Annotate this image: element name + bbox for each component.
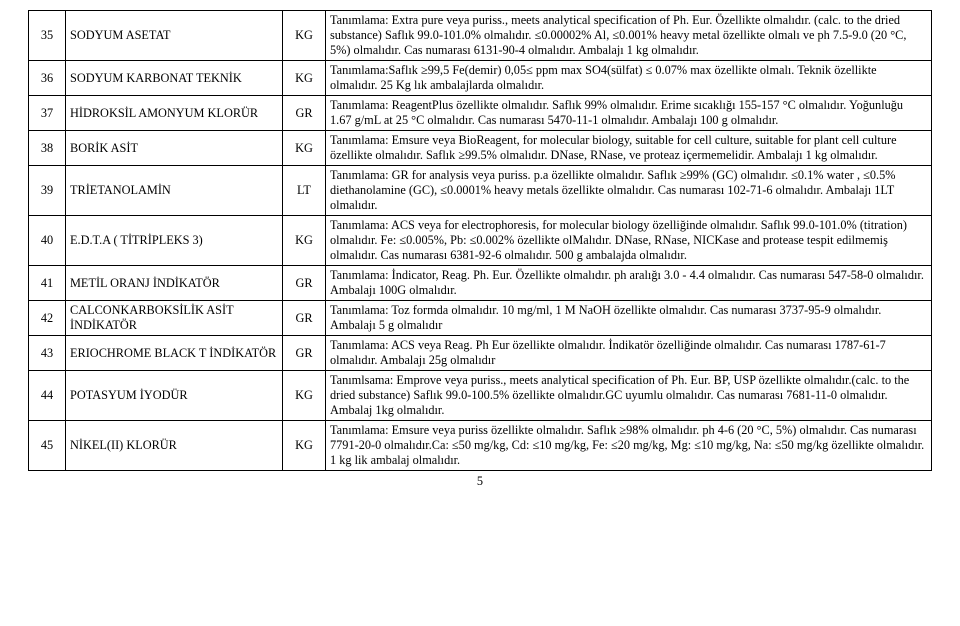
row-number: 44 bbox=[29, 371, 66, 421]
row-name: SODYUM KARBONAT TEKNİK bbox=[66, 61, 283, 96]
document-page: 35SODYUM ASETATKGTanımlama: Extra pure v… bbox=[0, 0, 960, 489]
row-unit: GR bbox=[283, 96, 326, 131]
table-row: 43ERIOCHROME BLACK T İNDİKATÖRGRTanımlam… bbox=[29, 336, 932, 371]
table-row: 39TRİETANOLAMİNLTTanımlama: GR for analy… bbox=[29, 166, 932, 216]
table-row: 38BORİK ASİTKGTanımlama: Emsure veya Bio… bbox=[29, 131, 932, 166]
row-name: E.D.T.A ( TİTRİPLEKS 3) bbox=[66, 216, 283, 266]
row-unit: GR bbox=[283, 336, 326, 371]
row-unit: KG bbox=[283, 131, 326, 166]
row-description: Tanımlama: ACS veya Reag. Ph Eur özellik… bbox=[326, 336, 932, 371]
row-description: Tanımlama: Toz formda olmalıdır. 10 mg/m… bbox=[326, 301, 932, 336]
row-name: NİKEL(II) KLORÜR bbox=[66, 421, 283, 471]
row-unit: KG bbox=[283, 421, 326, 471]
row-unit: KG bbox=[283, 61, 326, 96]
row-number: 45 bbox=[29, 421, 66, 471]
row-description: Tanımlama:Saflık ≥99,5 Fe(demir) 0,05≤ p… bbox=[326, 61, 932, 96]
table-row: 37HİDROKSİL AMONYUM KLORÜRGRTanımlama: R… bbox=[29, 96, 932, 131]
row-number: 40 bbox=[29, 216, 66, 266]
row-name: BORİK ASİT bbox=[66, 131, 283, 166]
table-row: 42CALCONKARBOKSİLİK ASİT İNDİKATÖRGRTanı… bbox=[29, 301, 932, 336]
table-row: 40E.D.T.A ( TİTRİPLEKS 3)KGTanımlama: AC… bbox=[29, 216, 932, 266]
row-name: TRİETANOLAMİN bbox=[66, 166, 283, 216]
row-name: HİDROKSİL AMONYUM KLORÜR bbox=[66, 96, 283, 131]
row-unit: KG bbox=[283, 11, 326, 61]
table-row: 44POTASYUM İYODÜRKGTanımlsama: Emprove v… bbox=[29, 371, 932, 421]
row-description: Tanımlama: Extra pure veya puriss., meet… bbox=[326, 11, 932, 61]
row-number: 36 bbox=[29, 61, 66, 96]
row-description: Tanımlama: Emsure veya puriss özellikte … bbox=[326, 421, 932, 471]
row-description: Tanımlsama: Emprove veya puriss., meets … bbox=[326, 371, 932, 421]
table-row: 36SODYUM KARBONAT TEKNİKKGTanımlama:Safl… bbox=[29, 61, 932, 96]
row-description: Tanımlama: GR for analysis veya puriss. … bbox=[326, 166, 932, 216]
row-number: 37 bbox=[29, 96, 66, 131]
row-name: ERIOCHROME BLACK T İNDİKATÖR bbox=[66, 336, 283, 371]
row-description: Tanımlama: İndicator, Reag. Ph. Eur. Öze… bbox=[326, 266, 932, 301]
row-number: 39 bbox=[29, 166, 66, 216]
table-row: 45NİKEL(II) KLORÜRKGTanımlama: Emsure ve… bbox=[29, 421, 932, 471]
row-number: 43 bbox=[29, 336, 66, 371]
page-number: 5 bbox=[28, 474, 932, 489]
row-unit: LT bbox=[283, 166, 326, 216]
row-description: Tanımlama: Emsure veya BioReagent, for m… bbox=[326, 131, 932, 166]
row-name: SODYUM ASETAT bbox=[66, 11, 283, 61]
table-row: 41METİL ORANJ İNDİKATÖRGRTanımlama: İndi… bbox=[29, 266, 932, 301]
row-number: 41 bbox=[29, 266, 66, 301]
row-unit: GR bbox=[283, 266, 326, 301]
row-description: Tanımlama: ACS veya for electrophoresis,… bbox=[326, 216, 932, 266]
spec-table: 35SODYUM ASETATKGTanımlama: Extra pure v… bbox=[28, 10, 932, 471]
table-row: 35SODYUM ASETATKGTanımlama: Extra pure v… bbox=[29, 11, 932, 61]
row-unit: KG bbox=[283, 371, 326, 421]
row-number: 35 bbox=[29, 11, 66, 61]
row-description: Tanımlama: ReagentPlus özellikte olmalıd… bbox=[326, 96, 932, 131]
row-unit: KG bbox=[283, 216, 326, 266]
row-number: 38 bbox=[29, 131, 66, 166]
row-name: POTASYUM İYODÜR bbox=[66, 371, 283, 421]
row-name: CALCONKARBOKSİLİK ASİT İNDİKATÖR bbox=[66, 301, 283, 336]
row-unit: GR bbox=[283, 301, 326, 336]
row-name: METİL ORANJ İNDİKATÖR bbox=[66, 266, 283, 301]
row-number: 42 bbox=[29, 301, 66, 336]
